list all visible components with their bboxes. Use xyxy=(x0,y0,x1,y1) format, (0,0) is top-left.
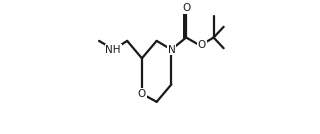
Text: O: O xyxy=(198,40,206,50)
Text: N: N xyxy=(167,45,175,55)
Text: O: O xyxy=(138,89,146,99)
Text: NH: NH xyxy=(105,45,121,55)
Text: O: O xyxy=(182,3,190,13)
